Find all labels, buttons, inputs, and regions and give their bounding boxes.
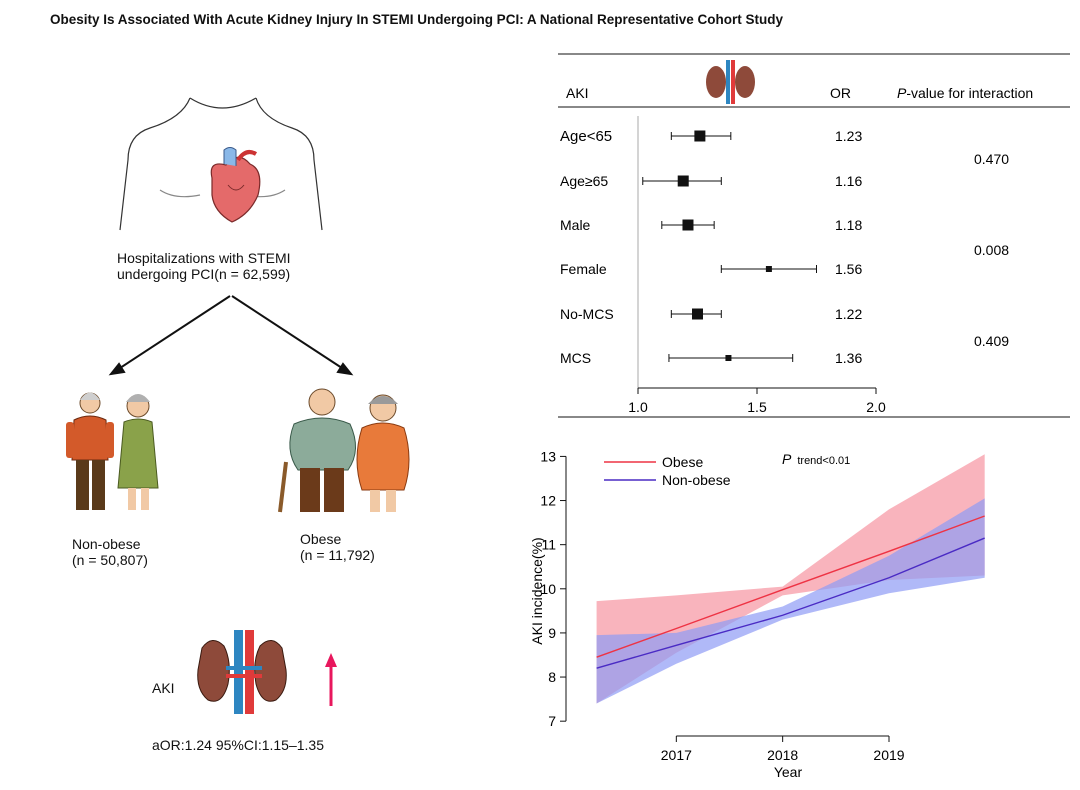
- forest-pvalue: 0.008: [974, 242, 1009, 258]
- forest-or-marker: [677, 175, 689, 187]
- forest-or-marker: [725, 355, 732, 361]
- hospitalizations-label: Hospitalizations with STEMI undergoing P…: [117, 250, 291, 282]
- trend-p-italic: P: [782, 451, 792, 467]
- forest-or-value: 1.22: [835, 306, 862, 322]
- trend-y-tick-label: 10: [540, 581, 556, 597]
- forest-x-tick-label: 1.5: [747, 399, 767, 415]
- forest-header-aki: AKI: [566, 85, 589, 101]
- heart-icon: [210, 147, 261, 223]
- trend-legend-label: Non-obese: [662, 472, 731, 488]
- trend-y-axis-label: AKI incidence(%): [529, 537, 545, 644]
- trend-y-tick-label: 13: [540, 448, 556, 464]
- forest-row-label: Male: [560, 217, 591, 233]
- forest-pvalue: 0.470: [974, 151, 1009, 167]
- forest-or-value: 1.36: [835, 350, 862, 366]
- nonobese-group-label: Non-obese (n = 50,807): [72, 536, 148, 568]
- trend-y-tick-label: 9: [548, 625, 556, 641]
- obese-label: Obese: [300, 531, 342, 547]
- header-kidney-right: [735, 66, 755, 98]
- trend-chart: 7 8 9 10 11 12 13 2017 2018 2019 Year AKI incidence…: [529, 448, 985, 780]
- hospitalizations-line2: undergoing PCI(n = 62,599): [117, 266, 291, 282]
- kidney-vessels-illustration: [197, 630, 287, 714]
- forest-header-p-rest: -value for interaction: [906, 85, 1033, 101]
- forest-or-value: 1.16: [835, 173, 862, 189]
- confidence-band-nonobese: [596, 498, 985, 704]
- trend-x-tick-label: 2017: [661, 747, 692, 763]
- nonobese-man-figure: [66, 392, 114, 510]
- forest-plot: AKI OR P-value for interaction Age<65 1.23 Ag…: [558, 53, 1070, 418]
- forest-header-or: OR: [830, 85, 851, 101]
- trend-y-tick-label: 7: [548, 713, 556, 729]
- forest-or-marker: [694, 130, 706, 142]
- obese-group-label: Obese (n = 11,792): [300, 531, 375, 563]
- nonobese-count: (n = 50,807): [72, 552, 148, 568]
- forest-or-value: 1.18: [835, 217, 862, 233]
- obese-woman-figure: [356, 394, 410, 512]
- trend-x-tick-label: 2018: [767, 747, 798, 763]
- forest-row-label: Age<65: [560, 128, 612, 145]
- forest-row-label: Female: [560, 261, 607, 277]
- figure-title: Obesity Is Associated With Acute Kidney …: [50, 12, 783, 27]
- forest-pvalue: 0.409: [974, 333, 1009, 349]
- left-panel-graphics: [66, 97, 410, 714]
- forest-or-value: 1.23: [835, 128, 862, 144]
- trend-y-tick-label: 12: [540, 493, 556, 509]
- header-kidney-left: [706, 66, 726, 98]
- obese-count: (n = 11,792): [300, 547, 375, 563]
- forest-x-tick-label: 2.0: [866, 399, 886, 415]
- split-arrows: [108, 295, 354, 376]
- forest-row-label: MCS: [560, 350, 591, 366]
- forest-or-marker: [765, 266, 772, 272]
- aki-left-label: AKI: [152, 680, 175, 696]
- trend-p-rest: trend<0.01: [797, 455, 850, 467]
- trend-line-obese: [596, 515, 985, 658]
- forest-row-label: No-MCS: [560, 306, 614, 322]
- nonobese-label: Non-obese: [72, 536, 141, 552]
- trend-line-nonobese: [596, 537, 985, 669]
- trend-legend-label: Obese: [662, 454, 703, 470]
- forest-header-pvalue: P-value for interaction: [897, 85, 1033, 101]
- forest-or-value: 1.56: [835, 261, 862, 277]
- trend-y-tick-label: 8: [548, 669, 556, 685]
- forest-row-label: Age≥65: [560, 173, 608, 189]
- header-artery: [731, 60, 735, 104]
- trend-y-tick-label: 11: [541, 537, 556, 553]
- hospitalizations-line1: Hospitalizations with STEMI: [117, 250, 291, 266]
- header-kidney-icon: [706, 60, 755, 104]
- increase-arrow-icon: [325, 653, 337, 706]
- torso-illustration: [119, 97, 323, 231]
- forest-header-p-italic: P: [897, 85, 907, 101]
- trend-x-axis-label: Year: [774, 764, 803, 780]
- obese-man-figure: [278, 388, 356, 513]
- nonobese-woman-figure: [117, 394, 159, 510]
- forest-or-marker: [692, 308, 703, 320]
- trend-x-tick-label: 2019: [873, 747, 904, 763]
- aor-text: aOR:1.24 95%CI:1.15–1.35: [152, 737, 325, 753]
- forest-x-tick-label: 1.0: [628, 399, 648, 415]
- header-vein: [726, 60, 730, 104]
- forest-or-marker: [682, 219, 694, 231]
